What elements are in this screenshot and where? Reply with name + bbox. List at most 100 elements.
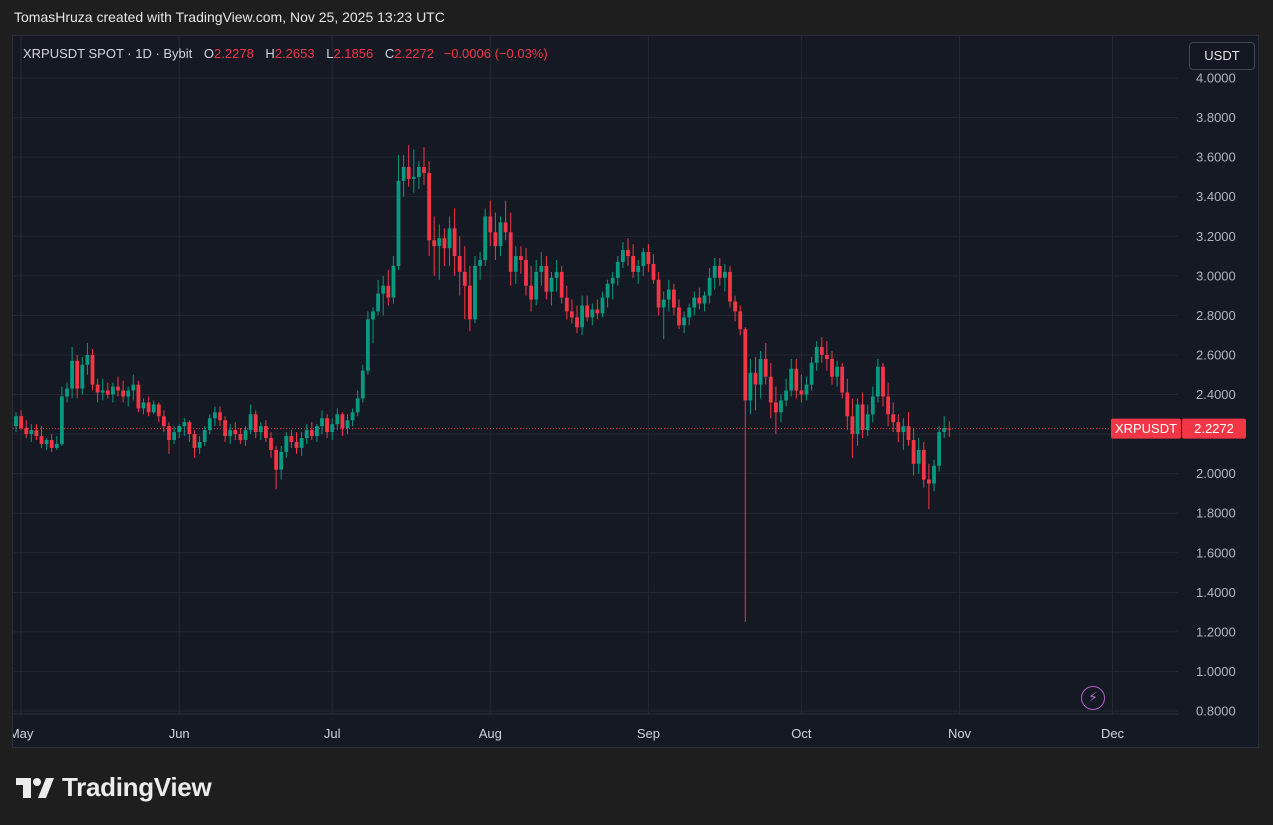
candle[interactable] xyxy=(396,155,401,270)
candle[interactable] xyxy=(840,362,845,399)
candle[interactable] xyxy=(753,356,758,411)
candle[interactable] xyxy=(111,382,115,403)
candle[interactable] xyxy=(809,356,814,391)
candle[interactable] xyxy=(891,402,896,433)
candle[interactable] xyxy=(707,267,712,304)
candle[interactable] xyxy=(508,212,513,286)
candle[interactable] xyxy=(503,200,508,241)
candle[interactable] xyxy=(279,445,284,480)
candle[interactable] xyxy=(401,155,406,197)
candle[interactable] xyxy=(626,238,630,266)
candle[interactable] xyxy=(544,256,549,300)
candle[interactable] xyxy=(559,265,564,304)
candle[interactable] xyxy=(651,254,656,284)
candle[interactable] xyxy=(243,426,248,446)
candle[interactable] xyxy=(146,396,151,417)
candle[interactable] xyxy=(24,420,29,439)
candle[interactable] xyxy=(702,291,707,312)
candle[interactable] xyxy=(345,414,350,435)
candle[interactable] xyxy=(937,426,941,472)
candle[interactable] xyxy=(136,380,141,413)
candle[interactable] xyxy=(39,426,44,448)
candle[interactable] xyxy=(666,279,671,312)
candle[interactable] xyxy=(371,307,375,344)
candle[interactable] xyxy=(692,291,697,316)
candle[interactable] xyxy=(794,358,799,399)
candle[interactable] xyxy=(784,378,788,407)
candle[interactable] xyxy=(534,259,539,306)
candle[interactable] xyxy=(615,256,620,286)
candle[interactable] xyxy=(733,295,737,322)
candle[interactable] xyxy=(162,410,166,433)
candle[interactable] xyxy=(228,424,233,444)
candle[interactable] xyxy=(768,362,773,419)
candle[interactable] xyxy=(590,303,595,326)
candle[interactable] xyxy=(126,386,131,407)
candle[interactable] xyxy=(320,410,324,435)
candle[interactable] xyxy=(539,252,544,286)
candle[interactable] xyxy=(819,337,824,363)
candle[interactable] xyxy=(876,358,880,403)
candle[interactable] xyxy=(422,147,426,185)
candle[interactable] xyxy=(524,248,528,296)
candle[interactable] xyxy=(870,386,875,423)
candle[interactable] xyxy=(564,285,569,320)
candle[interactable] xyxy=(437,224,442,280)
candle[interactable] xyxy=(468,265,472,332)
candle[interactable] xyxy=(585,295,590,322)
candle[interactable] xyxy=(712,258,717,290)
candle[interactable] xyxy=(901,418,906,450)
candle[interactable] xyxy=(182,418,187,437)
candle[interactable] xyxy=(432,216,437,276)
candle[interactable] xyxy=(570,299,574,324)
candle[interactable] xyxy=(906,412,911,446)
candle[interactable] xyxy=(789,358,794,397)
candle[interactable] xyxy=(207,414,212,435)
candle[interactable] xyxy=(600,291,605,318)
candle[interactable] xyxy=(886,382,890,427)
candle[interactable] xyxy=(646,244,651,272)
candle[interactable] xyxy=(488,200,493,247)
candle[interactable] xyxy=(167,422,171,454)
candle[interactable] xyxy=(187,420,192,442)
candle[interactable] xyxy=(325,414,329,439)
candle[interactable] xyxy=(672,283,676,316)
candle[interactable] xyxy=(355,390,360,417)
currency-button[interactable]: USDT xyxy=(1189,42,1255,70)
candle[interactable] xyxy=(80,356,85,395)
candle[interactable] xyxy=(100,378,105,401)
candle[interactable] xyxy=(95,378,100,403)
candle[interactable] xyxy=(554,259,559,292)
candle[interactable] xyxy=(631,244,635,278)
candle[interactable] xyxy=(304,424,309,444)
candle[interactable] xyxy=(493,212,498,260)
candle[interactable] xyxy=(60,386,64,446)
candlestick-chart[interactable]: 4.0000 3.8000 3.6000 3.4000 3.2000 3.0000 2.80… xyxy=(13,36,1259,748)
candle[interactable] xyxy=(697,287,702,310)
candle[interactable] xyxy=(529,265,533,312)
candle[interactable] xyxy=(896,414,901,442)
candle[interactable] xyxy=(575,305,579,334)
candle[interactable] xyxy=(452,208,457,276)
candle[interactable] xyxy=(177,424,182,439)
candle[interactable] xyxy=(335,408,340,431)
candle[interactable] xyxy=(728,265,732,308)
candle[interactable] xyxy=(723,263,727,292)
candle[interactable] xyxy=(417,161,421,189)
bolt-icon[interactable]: ⚡ xyxy=(1081,686,1105,710)
candle[interactable] xyxy=(911,428,916,476)
candle[interactable] xyxy=(391,256,396,304)
candle[interactable] xyxy=(498,216,503,257)
candle[interactable] xyxy=(580,295,584,336)
candle[interactable] xyxy=(814,341,819,371)
candle[interactable] xyxy=(462,246,467,320)
candle[interactable] xyxy=(677,299,681,330)
candle[interactable] xyxy=(519,246,523,274)
candle[interactable] xyxy=(156,402,161,423)
candle[interactable] xyxy=(860,392,865,439)
candle[interactable] xyxy=(202,426,207,446)
candle[interactable] xyxy=(865,404,870,437)
candle[interactable] xyxy=(315,424,319,442)
candle[interactable] xyxy=(636,259,641,284)
candle[interactable] xyxy=(90,349,95,391)
